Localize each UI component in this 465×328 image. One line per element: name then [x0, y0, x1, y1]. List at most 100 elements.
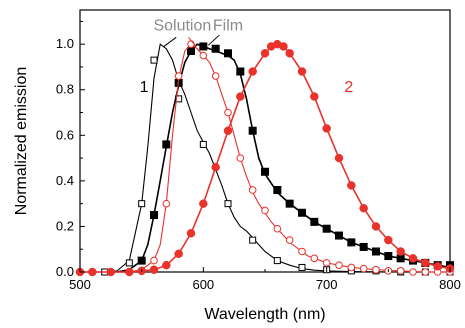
data-point	[162, 199, 171, 208]
data-point	[223, 126, 233, 135]
data-point	[334, 153, 344, 163]
data-point	[186, 229, 196, 238]
data-point	[285, 49, 294, 58]
data-point	[125, 267, 134, 277]
data-point	[224, 108, 232, 117]
y-tick-label: 0.4	[56, 173, 74, 188]
y-tick-label: 0.8	[56, 82, 74, 97]
series-line	[116, 43, 451, 273]
annotation-label: 1	[140, 79, 149, 96]
data-point	[261, 206, 269, 215]
data-point	[335, 231, 343, 240]
data-point	[322, 259, 331, 267]
data-point	[187, 40, 195, 48]
y-tick-label: 0.0	[56, 264, 74, 279]
data-point	[409, 268, 417, 276]
y-tick-label: 1.0	[56, 36, 74, 51]
ticks-layer: 500 600 700 800 0.0 0.2 0.4 0.6 0.8 1.0	[56, 20, 461, 292]
data-point	[187, 47, 195, 56]
data-point	[138, 200, 146, 208]
data-point	[125, 259, 133, 267]
series-layer	[75, 39, 455, 277]
data-point	[174, 72, 183, 80]
data-point	[433, 262, 442, 271]
data-point	[384, 252, 393, 261]
data-point	[359, 242, 368, 251]
data-point	[396, 254, 405, 263]
annotations-layer: Solution Film 1 2	[140, 18, 354, 97]
data-point	[285, 199, 294, 208]
data-point	[372, 247, 380, 256]
data-point	[88, 267, 97, 277]
data-point	[149, 265, 159, 274]
series-1-film	[116, 42, 454, 273]
data-point	[236, 154, 245, 162]
data-point	[224, 49, 232, 58]
data-point	[224, 200, 232, 208]
annotation-label: Film	[213, 18, 243, 35]
data-point	[335, 261, 343, 269]
data-point	[421, 268, 430, 276]
data-point	[347, 181, 356, 190]
data-point	[273, 224, 282, 233]
data-point	[199, 42, 208, 51]
data-point	[322, 224, 331, 233]
data-point	[347, 263, 356, 272]
data-point	[106, 267, 116, 277]
series-2-solution	[80, 40, 454, 276]
data-point	[310, 254, 319, 263]
x-axis-title: Wavelength (nm)	[204, 306, 325, 323]
data-point	[372, 265, 380, 274]
data-point	[137, 256, 146, 265]
data-point	[211, 72, 220, 80]
data-point	[150, 256, 158, 265]
data-point	[236, 67, 245, 76]
solution-leader-line	[163, 36, 177, 47]
data-point	[347, 238, 356, 247]
annotation-label: Solution	[153, 18, 211, 35]
series-2-film	[75, 39, 455, 277]
data-point	[298, 208, 306, 217]
data-point	[260, 49, 270, 58]
data-point	[396, 247, 405, 256]
data-point	[384, 235, 393, 245]
data-point	[285, 236, 294, 244]
film-leader-line	[207, 34, 220, 46]
data-point	[273, 185, 282, 194]
data-point	[310, 92, 319, 101]
data-point	[298, 263, 306, 271]
y-axis-title: Normalized emission	[13, 67, 30, 216]
series-line	[80, 43, 450, 273]
series-line	[80, 43, 450, 273]
data-point	[273, 257, 281, 265]
data-point	[199, 51, 208, 60]
data-point	[236, 92, 245, 101]
data-point	[371, 222, 381, 231]
data-point	[150, 211, 158, 220]
solution-leader-line	[188, 37, 197, 47]
data-point	[150, 56, 158, 64]
y-tick-label: 0.2	[56, 218, 74, 233]
data-point	[199, 140, 207, 148]
x-tick-label: 800	[439, 277, 461, 292]
data-point	[322, 124, 331, 133]
y-tick-label: 0.6	[56, 127, 74, 142]
annotation-label: 2	[344, 79, 353, 96]
data-point	[359, 264, 368, 273]
data-point	[162, 260, 171, 270]
x-tick-label: 500	[69, 277, 91, 292]
data-point	[359, 203, 368, 213]
data-point	[408, 254, 418, 263]
data-point	[421, 258, 430, 268]
data-point	[199, 199, 208, 208]
data-point	[261, 167, 269, 176]
data-point	[162, 140, 171, 149]
data-point	[248, 186, 257, 194]
data-point	[174, 249, 183, 259]
data-point	[249, 236, 257, 244]
data-point	[248, 126, 257, 135]
x-tick-label: 700	[316, 277, 338, 292]
data-point	[211, 162, 220, 172]
data-point	[298, 247, 306, 256]
